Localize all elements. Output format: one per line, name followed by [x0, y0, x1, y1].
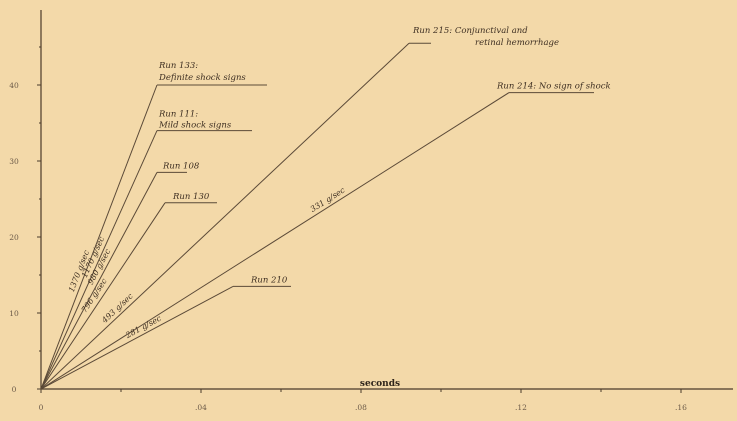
run-label-run214-0: Run 214: No sign of shock — [496, 82, 611, 92]
series-line-run214 — [40, 92, 510, 390]
x-tick-label-0: 0 — [39, 403, 44, 412]
run-label-run215-0: Run 215: Conjunctival and — [412, 26, 528, 36]
series-layer — [40, 42, 594, 390]
rate-label-run214: 331 g/sec — [309, 185, 347, 214]
axes: 0 10 20 30 40 0 .04 .08 .12 .16 — [9, 10, 733, 412]
x-tick-label-1: .04 — [195, 403, 207, 412]
run-label-run215-1: retinal hemorrhage — [475, 38, 559, 48]
series-line-run133 — [40, 84, 158, 390]
x-tick-label-4: .16 — [675, 403, 687, 412]
run-label-run133-0: Run 133: — [158, 61, 198, 71]
run-label-run108-0: Run 108 — [162, 161, 200, 171]
rate-label-run215: 493 g/sec — [100, 291, 136, 325]
series-line-run210 — [40, 285, 234, 390]
run-label-run130-0: Run 130 — [172, 192, 210, 202]
series-line-run130 — [40, 202, 166, 390]
series-line-run108 — [40, 172, 158, 390]
run-label-run133-1: Definite shock signs — [158, 73, 246, 83]
run-label-run210-0: Run 210 — [250, 275, 288, 285]
y-tick-label-40: 40 — [9, 81, 19, 90]
run-label-run111-1: Mild shock signs — [158, 121, 232, 131]
series-line-run111 — [40, 130, 158, 390]
x-tick-label-3: .12 — [515, 403, 527, 412]
y-tick-label-10: 10 — [9, 309, 19, 318]
y-tick-label-20: 20 — [9, 233, 19, 242]
run-label-run111-0: Run 111: — [158, 110, 198, 120]
y-tick-label-30: 30 — [9, 157, 19, 166]
x-axis-title: seconds — [360, 379, 400, 389]
x-tick-label-2: .08 — [355, 403, 367, 412]
y-tick-label-0: 0 — [12, 385, 17, 394]
series-line-run215 — [40, 42, 410, 390]
